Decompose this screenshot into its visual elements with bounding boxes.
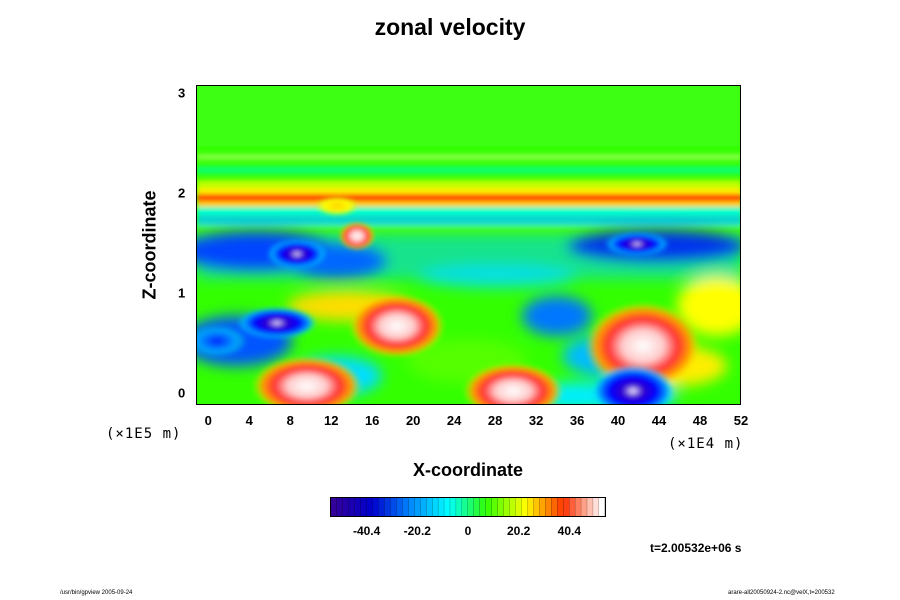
x-tick-label: 52 [733,413,749,428]
colorbar-band [468,498,475,516]
colorbar-band [402,498,409,516]
colorbar-band [444,498,451,516]
x-tick-label: 20 [405,413,421,428]
y-tick-label: 3 [178,85,186,101]
colorbar-gradient [331,498,605,516]
colorbar-band [479,498,487,516]
colorbar-band [360,498,368,516]
x-tick-label: 44 [651,413,667,428]
colorbar-band [599,498,605,516]
colorbar-band [491,498,499,516]
colorbar-band [396,498,403,516]
colorbar-band [569,498,576,516]
x-axis-unit: (×1E4 m) [668,436,744,452]
colorbar-tick-label: 0 [464,524,472,538]
colorbar-band [384,498,392,516]
colorbar-band [527,498,535,516]
y-axis-label: Z-coordinate [139,190,160,300]
x-axis-label: X-coordinate [412,460,523,480]
extrema [197,196,701,404]
colorbar-band [331,498,338,516]
colorbar-band [551,498,558,516]
colorbar-band [575,498,582,516]
colorbar-tick-label: 20.2 [506,524,531,538]
colorbar-band [336,498,344,516]
y-axis-unit: (×1E5 m) [106,426,182,442]
colorbar-band [497,498,505,516]
colorbar-band [587,498,594,516]
colorbar-band [354,498,362,516]
velocity-field-heatmap [197,86,740,404]
colorbar-band [456,498,463,516]
y-tick-label: 2 [178,185,186,201]
y-tick-label: 0 [178,385,186,401]
colorbar-band [414,498,421,516]
colorbar [330,497,606,517]
x-tick-label: 16 [364,413,380,428]
x-tick-label: 28 [487,413,503,428]
colorbar-band [509,498,517,516]
x-tick-label: 32 [528,413,544,428]
time-stamp: t=2.00532e+06 s [650,541,742,555]
x-tick-label: 48 [692,413,708,428]
colorbar-band [420,498,427,516]
colorbar-band [378,498,386,516]
colorbar-band [581,498,588,516]
footer-command: /usr/bin/gpview 2005-09-24 [60,590,133,596]
colorbar-band [521,498,529,516]
x-tick-label: 24 [446,413,462,428]
footer-file: arare-all20050924-2.nc@velX,t=200532 [728,590,835,596]
colorbar-band [438,498,445,516]
colorbar-band [539,498,546,516]
colorbar-band [366,498,374,516]
colorbar-band [348,498,356,516]
colorbar-band [515,498,523,516]
x-tick-label: 0 [204,413,212,428]
x-tick-label: 8 [286,413,294,428]
colorbar-band [462,498,469,516]
colorbar-band [426,498,433,516]
colorbar-band [545,498,552,516]
colorbar-band [432,498,439,516]
x-tick-label: 4 [245,413,253,428]
colorbar-band [503,498,511,516]
colorbar-band [450,498,457,516]
colorbar-tick-label: -40.4 [352,524,381,538]
colorbar-band [408,498,415,516]
chart-title: zonal velocity [374,14,526,40]
colorbar-band [593,498,600,516]
colorbar-band [390,498,398,516]
x-tick-label: 40 [610,413,626,428]
plot-area [196,85,741,405]
colorbar-band [533,498,540,516]
colorbar-band [563,498,570,516]
colorbar-band [557,498,564,516]
colorbar-tick-label: 40.4 [557,524,582,538]
colorbar-tick-label: -20.2 [403,524,431,538]
y-tick-label: 1 [178,285,186,301]
colorbar-band [372,498,380,516]
colorbar-band [485,498,493,516]
x-tick-label: 12 [323,413,339,428]
x-tick-label: 36 [569,413,585,428]
colorbar-band [342,498,350,516]
colorbar-band [473,498,481,516]
